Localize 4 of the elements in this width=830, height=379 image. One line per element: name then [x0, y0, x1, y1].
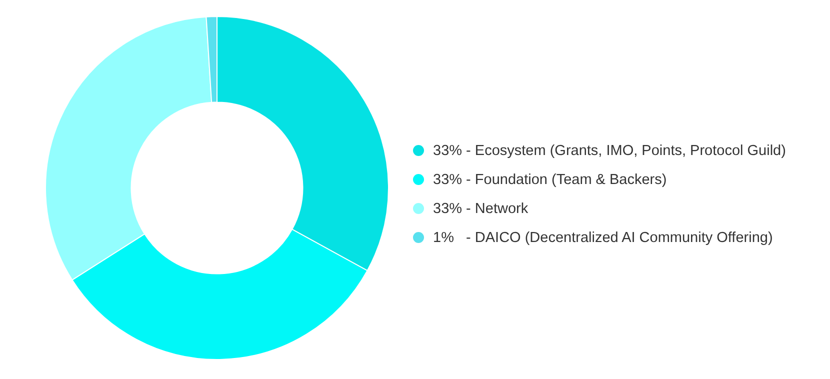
legend-label: 33% - Network: [433, 200, 528, 216]
legend-label: 33% - Foundation (Team & Backers): [433, 172, 667, 188]
legend-label: 33% - Ecosystem (Grants, IMO, Points, Protocol Guild): [433, 142, 786, 158]
legend-label: 1% - DAICO (Decentralized AI Community Offering): [433, 230, 773, 246]
